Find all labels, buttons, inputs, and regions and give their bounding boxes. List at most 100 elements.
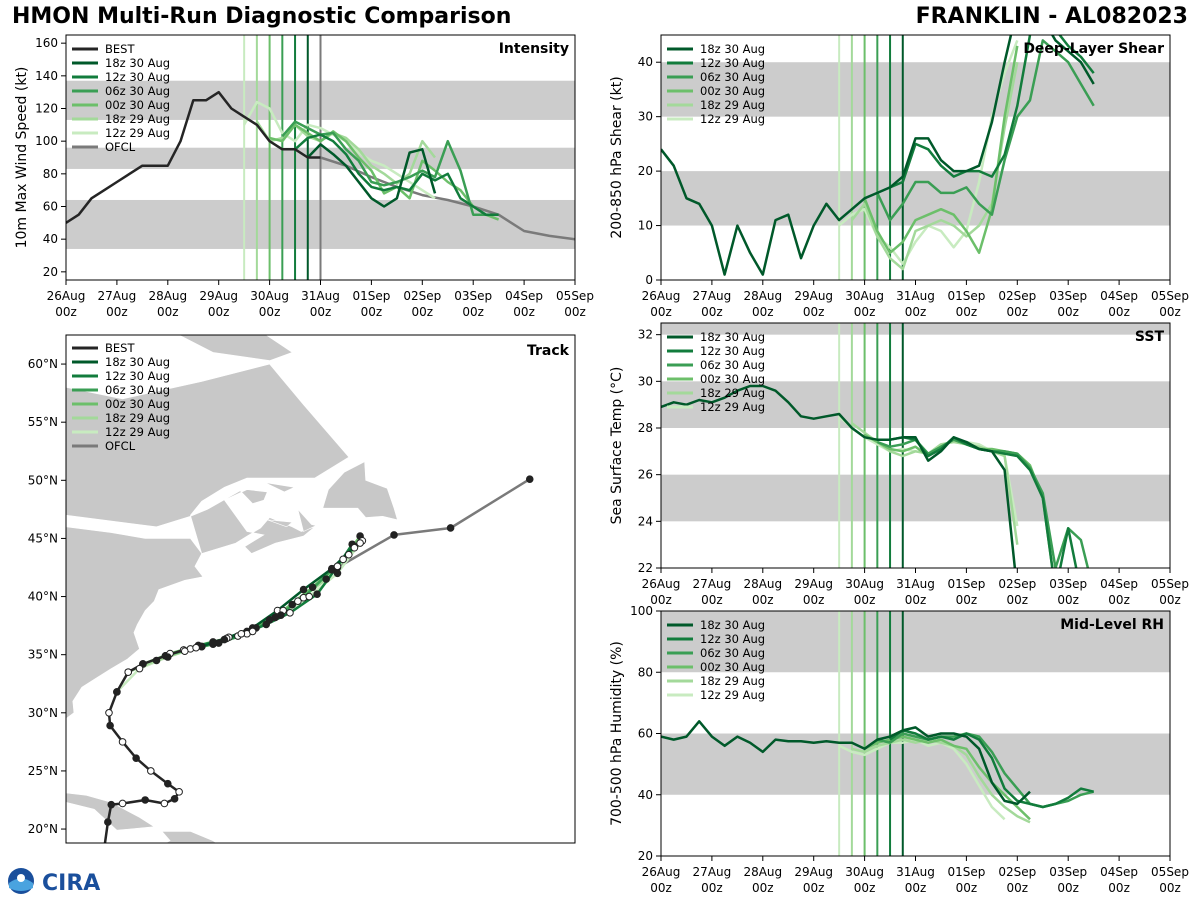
sst-xtick-label-10: 05Sep bbox=[1151, 577, 1189, 591]
rh-xtick-label-4: 30Aug bbox=[845, 865, 884, 879]
shear-xtick-sublabel-6: 00z bbox=[956, 305, 978, 319]
shear-legend-label-3: 00z 30 Aug bbox=[700, 84, 765, 98]
shear-xtick-sublabel-8: 00z bbox=[1057, 305, 1079, 319]
intensity-series-12z-30-aug bbox=[294, 133, 499, 216]
track-point-best-2 bbox=[107, 800, 116, 809]
rh-xtick-sublabel-3: 00z bbox=[803, 881, 825, 895]
sst-xtick-label-4: 30Aug bbox=[845, 577, 884, 591]
shear-xtick-label-10: 05Sep bbox=[1151, 289, 1189, 303]
track-point-best-6 bbox=[170, 795, 179, 803]
sst-xtick-label-5: 31Aug bbox=[896, 577, 935, 591]
track-lat-label-20: 20°N bbox=[28, 822, 58, 836]
sst-ytick-label-32: 32 bbox=[638, 328, 653, 342]
intensity-xtick-sublabel-9: 00z bbox=[513, 305, 535, 319]
track-point-best-4 bbox=[141, 796, 149, 804]
rh-legend-label-5: 12z 29 Aug bbox=[700, 688, 765, 702]
rh-xtick-sublabel-7: 00z bbox=[1007, 881, 1029, 895]
track-legend-label-6: 12z 29 Aug bbox=[105, 425, 170, 439]
track-point-best-8 bbox=[164, 779, 172, 788]
intensity-xtick-label-5: 31Aug bbox=[301, 289, 340, 303]
intensity-xtick-label-9: 04Sep bbox=[505, 289, 543, 303]
intensity-ytick-label-160: 160 bbox=[35, 36, 58, 50]
storm-name: FRANKLIN - AL082023 bbox=[915, 4, 1188, 29]
rh-legend-label-2: 06z 30 Aug bbox=[700, 646, 765, 660]
track-lat-label-25: 25°N bbox=[28, 764, 58, 778]
intensity-legend-label-4: 00z 30 Aug bbox=[105, 98, 170, 112]
track-point-12z-29-aug-0 bbox=[113, 688, 121, 696]
rh-series-18z-30-aug bbox=[661, 720, 1031, 806]
intensity-ytick-label-140: 140 bbox=[35, 69, 58, 83]
shear-xtick-sublabel-7: 00z bbox=[1007, 305, 1029, 319]
sst-xtick-label-8: 03Sep bbox=[1049, 577, 1087, 591]
rh-ylabel: 700-500 hPa Humidity (%) bbox=[609, 641, 625, 826]
shear-xtick-sublabel-9: 00z bbox=[1108, 305, 1130, 319]
rh-xtick-sublabel-2: 00z bbox=[752, 881, 774, 895]
track-point-ofcl-6 bbox=[525, 475, 534, 483]
sst-legend-label-4: 18z 29 Aug bbox=[700, 386, 765, 400]
rh-xtick-sublabel-4: 00z bbox=[854, 881, 876, 895]
sst-xtick-label-6: 01Sep bbox=[947, 577, 985, 591]
track-point-best-7 bbox=[175, 788, 183, 796]
track-point-12z-29-aug-8 bbox=[333, 569, 342, 578]
track-point-ofcl-5 bbox=[446, 524, 455, 532]
rh-ytick-label-80: 80 bbox=[638, 665, 653, 679]
intensity-ytick-label-60: 60 bbox=[43, 200, 58, 214]
sst-xtick-sublabel-4: 00z bbox=[854, 593, 876, 607]
intensity-legend-label-3: 06z 30 Aug bbox=[105, 84, 170, 98]
rh-xtick-label-9: 04Sep bbox=[1100, 865, 1138, 879]
track-point-18z-29-aug-2 bbox=[180, 647, 189, 655]
sst-xtick-label-1: 27Aug bbox=[693, 577, 732, 591]
track-series-18z-30-aug bbox=[201, 545, 356, 648]
intensity-xtick-sublabel-7: 00z bbox=[412, 305, 434, 319]
sst-band-0 bbox=[661, 474, 1170, 522]
shear-ytick-label-20: 20 bbox=[638, 164, 653, 178]
sst-legend-label-0: 18z 30 Aug bbox=[700, 330, 765, 344]
shear-legend-label-0: 18z 30 Aug bbox=[700, 42, 765, 56]
rh-xtick-label-10: 05Sep bbox=[1151, 865, 1189, 879]
intensity-xtick-sublabel-5: 00z bbox=[310, 305, 332, 319]
track-point-00z-30-aug-6 bbox=[308, 583, 317, 592]
sst-xtick-label-9: 04Sep bbox=[1100, 577, 1138, 591]
intensity-xtick-label-6: 01Sep bbox=[352, 289, 390, 303]
land-polygon-4 bbox=[264, 482, 296, 493]
cira-logo-text: CIRA bbox=[42, 871, 100, 896]
shear-xtick-sublabel-3: 00z bbox=[803, 305, 825, 319]
intensity-legend-label-2: 12z 30 Aug bbox=[105, 70, 170, 84]
shear-xtick-label-4: 30Aug bbox=[845, 289, 884, 303]
track-point-12z-30-aug-4 bbox=[286, 609, 294, 617]
shear-xtick-label-6: 01Sep bbox=[947, 289, 985, 303]
shear-xtick-sublabel-1: 00z bbox=[701, 305, 723, 319]
intensity-series-18z-30-aug bbox=[306, 143, 437, 208]
shear-panel-title: Deep-Layer Shear bbox=[1023, 41, 1164, 57]
land-polygon-3 bbox=[178, 335, 293, 361]
track-point-12z-29-aug-6 bbox=[277, 611, 285, 619]
sst-xtick-sublabel-1: 00z bbox=[701, 593, 723, 607]
track-point-18z-29-aug-1 bbox=[152, 656, 161, 665]
rh-ytick-label-60: 60 bbox=[638, 727, 653, 741]
track-point-best-1 bbox=[104, 818, 112, 826]
track-point-18z-29-aug-8 bbox=[344, 550, 353, 559]
sst-series-18z-30-aug bbox=[661, 384, 1017, 568]
rh-legend-label-0: 18z 30 Aug bbox=[700, 618, 765, 632]
track-point-best-12 bbox=[106, 721, 114, 730]
intensity-series-ofcl bbox=[320, 156, 575, 241]
track-point-12z-29-aug-4 bbox=[220, 635, 229, 644]
track-point-18z-29-aug-7 bbox=[322, 575, 330, 583]
track-point-best-3 bbox=[118, 799, 127, 808]
intensity-xtick-sublabel-1: 00z bbox=[106, 305, 128, 319]
rh-xtick-label-6: 01Sep bbox=[947, 865, 985, 879]
shear-legend-label-1: 12z 30 Aug bbox=[700, 56, 765, 70]
intensity-ytick-label-100: 100 bbox=[35, 134, 58, 148]
rh-xtick-sublabel-0: 00z bbox=[650, 881, 672, 895]
sst-xtick-label-0: 26Aug bbox=[642, 577, 681, 591]
track-legend-label-2: 12z 30 Aug bbox=[105, 369, 170, 383]
track-lat-label-45: 45°N bbox=[28, 531, 58, 545]
shear-xtick-label-8: 03Sep bbox=[1049, 289, 1087, 303]
rh-xtick-label-1: 27Aug bbox=[693, 865, 732, 879]
track-point-18z-29-aug-5 bbox=[265, 616, 274, 624]
track-lat-label-60: 60°N bbox=[28, 357, 58, 371]
intensity-series-06z-30-aug bbox=[281, 120, 499, 216]
